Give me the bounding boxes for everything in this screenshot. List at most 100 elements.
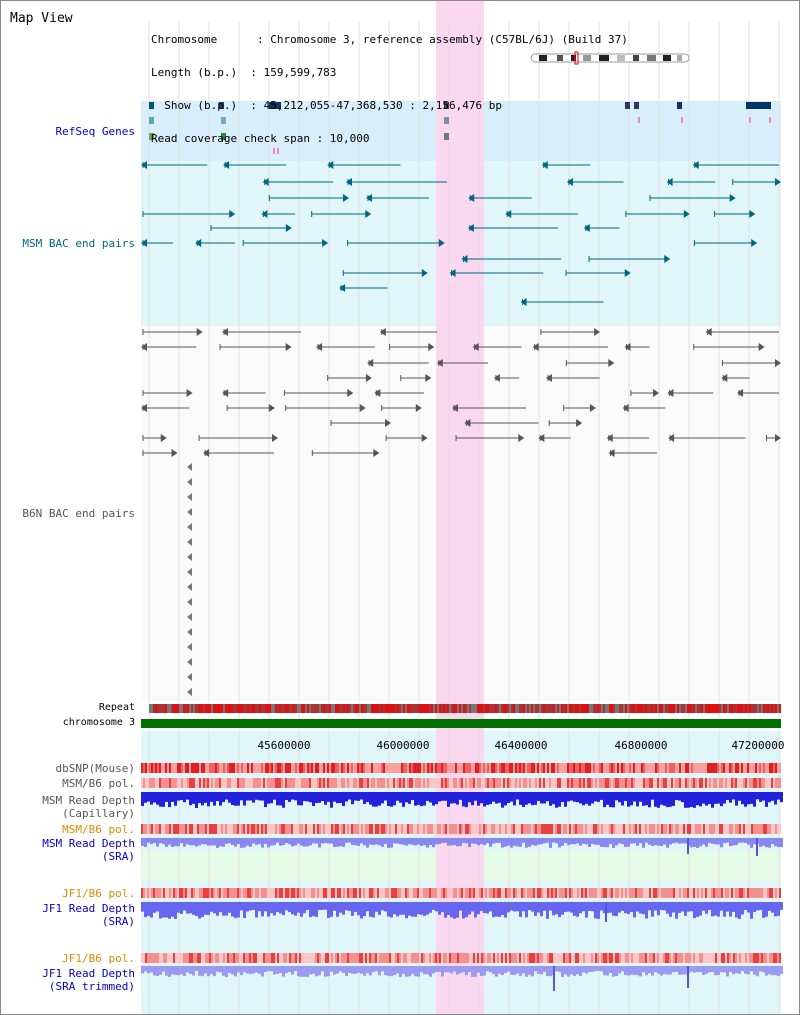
msm-capillary-depth-bar bbox=[177, 792, 180, 801]
jf1-trimmed-depth-bar bbox=[768, 966, 771, 975]
repeat-block bbox=[293, 704, 295, 713]
jf1-sra-depth-bar bbox=[546, 902, 549, 919]
msm-b6-pol2-cell bbox=[227, 824, 229, 834]
jf1-sra-depth-bar bbox=[318, 902, 321, 911]
repeat-block bbox=[763, 704, 765, 713]
jf1-trimmed-depth-bar bbox=[654, 966, 657, 973]
repeat-block bbox=[735, 704, 737, 713]
jf1-b6-pol2-cell bbox=[369, 953, 371, 963]
jf1-b6-pol2-cell bbox=[565, 953, 567, 963]
msm-b6-pol-cell bbox=[729, 778, 731, 788]
msm-b6-pol-cell bbox=[681, 778, 683, 788]
msm-b6-pol2-cell bbox=[359, 824, 361, 834]
dbsnp-cell bbox=[175, 763, 177, 773]
msm-b6-pol-cell bbox=[603, 778, 605, 788]
dbsnp-cell bbox=[593, 763, 595, 773]
jf1-trimmed-depth-bar bbox=[207, 966, 210, 977]
jf1-b6-pol2-cell bbox=[171, 953, 173, 963]
b6n-bac-label[interactable]: B6N BAC end pairs bbox=[22, 507, 135, 520]
msm-capillary-depth-bar bbox=[279, 792, 282, 806]
msm-b6-pol-cell bbox=[725, 778, 727, 788]
msm-sra-depth-bar bbox=[153, 838, 156, 844]
msm-capillary-depth-bar bbox=[330, 792, 333, 808]
msm-b6-pol2-cell bbox=[215, 824, 217, 834]
jf1-trimmed-depth-bar bbox=[735, 966, 738, 974]
jf1-b6-pol2-cell bbox=[481, 953, 483, 963]
jf1-b6-pol2-cell bbox=[287, 953, 289, 963]
jf1-b6-pol2-cell bbox=[205, 953, 207, 963]
msm-b6-pol-cell bbox=[319, 778, 321, 788]
jf1-sra-depth-bar bbox=[405, 902, 408, 919]
msm-capillary-depth-bar bbox=[546, 792, 549, 802]
chromosome-bar bbox=[141, 719, 781, 728]
jf1-trimmed-depth-bar bbox=[417, 966, 420, 977]
jf1-sra-depth-bar bbox=[240, 902, 243, 911]
jf1-trimmed-depth-bar bbox=[204, 966, 207, 974]
jf1-sra-depth-bar bbox=[624, 902, 627, 914]
jf1-b6-pol-cell bbox=[443, 888, 445, 898]
jf1-sra-depth-bar bbox=[465, 902, 468, 918]
refseq-label[interactable]: RefSeq Genes bbox=[55, 125, 135, 138]
jf1-trimmed-depth-bar bbox=[726, 966, 729, 977]
jf1-b6-pol2-cell bbox=[375, 953, 377, 963]
repeat-block bbox=[715, 704, 717, 713]
jf1-b6-pol2-cell bbox=[613, 953, 615, 963]
msm-bac-label[interactable]: MSM BAC end pairs bbox=[22, 237, 135, 250]
msm-sra-depth-bar bbox=[624, 838, 627, 847]
msm-sra-depth-bar bbox=[393, 838, 396, 844]
jf1-trimmed-depth-bar bbox=[585, 966, 588, 974]
dbsnp-cell bbox=[711, 763, 713, 773]
jf1-trimmed-depth-bar bbox=[357, 966, 360, 973]
msm-b6-pol2-cell bbox=[395, 824, 397, 834]
jf1-b6-pol-cell bbox=[141, 888, 143, 898]
jf1-trimmed-depth-bar bbox=[330, 966, 333, 972]
msm-capillary-depth-bar bbox=[276, 792, 279, 806]
jf1-b6-pol2-cell bbox=[295, 953, 297, 963]
msm-b6-pol2-cell bbox=[733, 824, 735, 834]
msm-b6-pol2-cell bbox=[543, 824, 545, 834]
msm-b6-pol-cell bbox=[581, 778, 583, 788]
msm-b6-pol2-cell bbox=[591, 824, 593, 834]
refseq-exon bbox=[681, 117, 683, 123]
msm-b6-pol2-cell bbox=[607, 824, 609, 834]
jf1-b6-pol2-cell bbox=[567, 953, 569, 963]
jf1-sra-depth-bar bbox=[402, 902, 405, 915]
msm-sra-depth-bar bbox=[267, 838, 270, 848]
jf1-b6-pol-cell bbox=[221, 888, 223, 898]
header-line-coverage: Read coverage check span : 10,000 bbox=[151, 132, 370, 145]
msm-b6-pol2-cell bbox=[365, 824, 367, 834]
jf1-sra-depth-bar bbox=[567, 902, 570, 912]
repeat-block bbox=[289, 704, 291, 713]
jf1-trimmed-depth-bar bbox=[495, 966, 498, 977]
jf1-sra-depth-bar bbox=[141, 902, 144, 912]
ideogram-band bbox=[647, 55, 656, 61]
jf1-sra-depth-bar bbox=[612, 902, 615, 916]
jf1-b6-pol-cell bbox=[453, 888, 455, 898]
repeat-block bbox=[287, 704, 289, 713]
msm-b6-pol2-cell bbox=[239, 824, 241, 834]
jf1-b6-pol-cell bbox=[219, 888, 221, 898]
msm-sra-depth-bar bbox=[639, 838, 642, 844]
repeat-block bbox=[711, 704, 713, 713]
jf1-b6-pol2-cell bbox=[709, 953, 711, 963]
jf1-trimmed-depth-bar bbox=[255, 966, 258, 973]
msm-b6-pol-cell bbox=[449, 778, 451, 788]
repeat-block bbox=[553, 704, 555, 713]
jf1-sra-depth-bar bbox=[387, 902, 390, 917]
msm-b6-pol2-cell bbox=[259, 824, 261, 834]
msm-b6-pol2-cell bbox=[609, 824, 611, 834]
msm-capillary-depth-bar bbox=[459, 792, 462, 800]
msm-b6-pol2-cell bbox=[143, 824, 145, 834]
dbsnp-cell bbox=[273, 763, 275, 773]
jf1-sra-depth-bar bbox=[735, 902, 738, 918]
msm-capillary-depth-bar bbox=[777, 792, 780, 800]
msm-b6-pol-cell bbox=[735, 778, 737, 788]
msm-b6-pol2-cell bbox=[475, 824, 477, 834]
b6n-bac-marker bbox=[187, 598, 192, 606]
dbsnp-cell bbox=[409, 763, 411, 773]
msm-capillary-depth-bar bbox=[231, 792, 234, 806]
dbsnp-cell bbox=[561, 763, 563, 773]
repeat-block bbox=[515, 704, 517, 713]
msm-capillary-depth-bar bbox=[597, 792, 600, 802]
jf1-b6-pol2-cell bbox=[745, 953, 747, 963]
